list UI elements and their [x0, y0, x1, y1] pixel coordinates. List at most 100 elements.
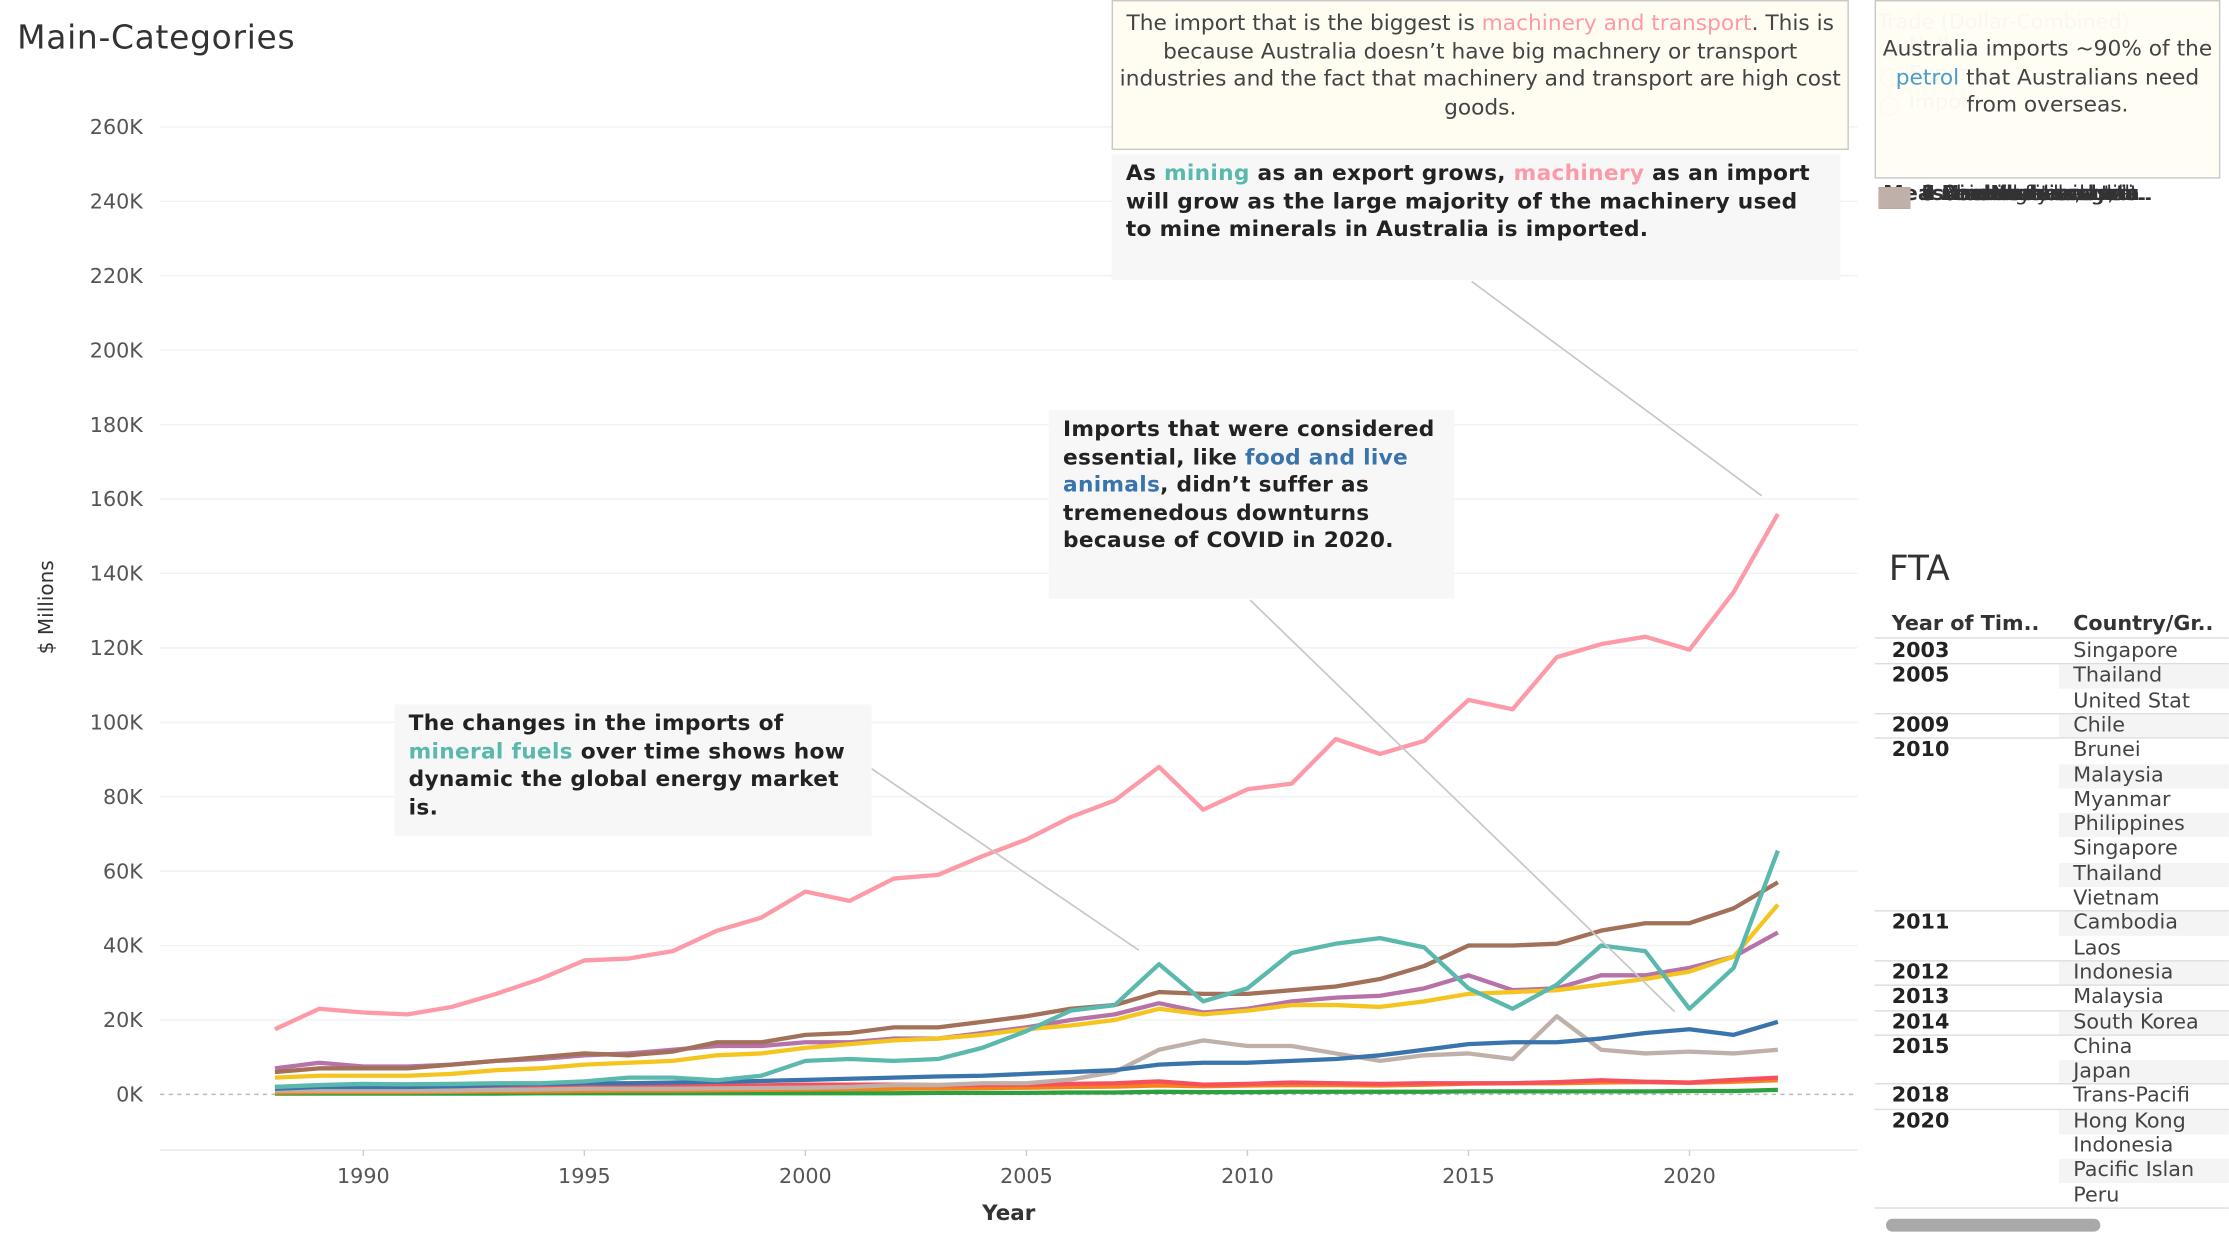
- series-line: [274, 849, 1780, 1090]
- annotation: Imports that were considered essential, …: [1048, 410, 1455, 599]
- annotation-text: as an export grows,: [1249, 160, 1514, 186]
- annotation-connector: [1249, 599, 1676, 1013]
- table-cell: 2018: [1891, 1085, 1950, 1108]
- annotation-text: as an: [1644, 160, 1727, 186]
- annotation: The changes in the imports of mineral fu…: [394, 704, 872, 836]
- y-tick-label: 180K: [90, 413, 145, 437]
- annotation-text: Australia imports ~90% of the: [1882, 35, 2213, 62]
- row-divider: [1874, 1207, 2229, 1209]
- y-tick-label: 260K: [90, 115, 145, 139]
- legend-label: 1 Beverages and tob..: [1921, 182, 2151, 206]
- y-tick-label: 80K: [103, 785, 144, 809]
- legend-label: 8 Miscellaneous man..: [1921, 182, 2153, 206]
- y-tick-label: 220K: [90, 264, 145, 288]
- row-divider: [1874, 1083, 2229, 1086]
- row-divider: [1874, 1034, 2229, 1036]
- y-tick-label: 140K: [90, 562, 145, 586]
- table-cell: 2009: [1891, 714, 1950, 738]
- table-cell: Hong Kong: [2058, 1109, 2229, 1135]
- legend-swatch: [1878, 187, 1911, 209]
- scrollbar[interactable]: [1886, 1218, 2101, 1232]
- table-cell: Myanmar: [2058, 788, 2229, 813]
- annotation-text: As: [1125, 160, 1165, 186]
- series-line: [274, 880, 1779, 1075]
- legend-label: 9 Commodities and t..: [1921, 182, 2152, 206]
- table-cell: China: [2058, 1035, 2229, 1060]
- table-cell: Brunei: [2058, 738, 2229, 764]
- legend-label: 4 Animal and vegeta..: [1921, 182, 2151, 206]
- y-tick-label: 240K: [90, 190, 145, 214]
- row-divider: [1874, 1009, 2229, 1011]
- series-line: [274, 512, 1780, 1032]
- series-line: [274, 930, 1779, 1071]
- fta-table: FTA Year of Tim.. Country/Gr.. 2003 Singa…: [1874, 543, 2229, 1233]
- annotation: As mining as an export grows, machinery …: [1111, 154, 1841, 281]
- annotation-text: , didn’t suffer as tremenedous downturns…: [1063, 471, 1394, 554]
- y-tick-label: 100K: [90, 710, 145, 734]
- table-cell: 2015: [1891, 1035, 1950, 1059]
- table-cell: Philippines: [2058, 813, 2229, 838]
- annotation-text: mineral fuels: [408, 738, 573, 764]
- legend-label: 5 Chemicals and rela..: [1921, 182, 2154, 206]
- annotation-connector: [1471, 280, 1763, 497]
- y-tick-label: 60K: [103, 859, 144, 883]
- legend-title: Measure Names: [1883, 182, 2070, 206]
- table-cell: 2005: [1891, 664, 1950, 688]
- annotation-text: machinery and transport: [1481, 10, 1752, 36]
- table-cell: Malaysia: [2058, 986, 2229, 1011]
- annotation-text: The changes in the imports of: [408, 710, 784, 736]
- y-tick-label: 120K: [90, 636, 145, 660]
- annotation-text: mining: [1164, 160, 1250, 186]
- row-divider: [1874, 737, 2229, 739]
- annotation-text: will grow as the large majority of the m…: [1125, 188, 1798, 242]
- row-divider: [1874, 663, 2229, 665]
- table-cell: South Korea: [2058, 1010, 2229, 1036]
- table-cell: Singapore: [2058, 837, 2229, 863]
- annotation-text: food and live animals: [1063, 443, 1409, 498]
- legend-label: 0 Food and live anim..: [1921, 182, 2152, 206]
- dashboard-title: Main-Categories: [17, 20, 296, 58]
- y-tick-label: 0K: [116, 1083, 144, 1107]
- annotation-text: petrol: [1895, 63, 1960, 90]
- table-cell: 2011: [1891, 911, 1950, 935]
- row-divider: [1874, 1108, 2229, 1110]
- row-divider: [1874, 959, 2229, 962]
- y-tick-label: 200K: [90, 338, 145, 362]
- table-cell: Cambodia: [2058, 911, 2229, 937]
- table-cell: 2020: [1891, 1109, 1950, 1133]
- x-axis-title: Year: [981, 1201, 1036, 1226]
- x-tick-label: 1995: [558, 1164, 611, 1188]
- line-chart: Year $ Millions 0K 20K 40K 60K 80K 100K 120K 14…: [34, 115, 1858, 1226]
- annotation-text: . This is because Australia doesn’t have…: [1119, 10, 1841, 120]
- row-divider: [1874, 637, 2229, 639]
- table-cell: Vietnam: [2058, 887, 2229, 912]
- annotation-text: over time shows how dynamic the global e…: [408, 738, 846, 820]
- column-header: Year of Tim..: [1891, 612, 2040, 636]
- series-line: [274, 1014, 1779, 1093]
- row-divider: [1874, 712, 2229, 715]
- table-cell: United Stat: [2058, 689, 2229, 714]
- annotation-text: machinery: [1513, 160, 1645, 186]
- table-cell: Singapore: [2058, 640, 2229, 665]
- annotation: The import that is the biggest is machin…: [1111, 0, 1849, 151]
- table-cell: Malaysia: [2058, 763, 2229, 788]
- annotation-text: import: [1726, 160, 1810, 186]
- table-cell: Thailand: [2058, 862, 2229, 887]
- legend-label: 3 Mineral fuels, lubri..: [1921, 182, 2147, 206]
- table-cell: 2003: [1891, 640, 1950, 663]
- annotation-text: that Australians need from overseas.: [1959, 63, 2200, 118]
- annotation-text: The import that is the biggest is: [1126, 10, 1482, 36]
- table-cell: 2014: [1891, 1010, 1950, 1034]
- row-divider: [1874, 910, 2229, 912]
- x-tick-label: 2015: [1442, 1164, 1495, 1188]
- table-cell: Peru: [2058, 1183, 2229, 1209]
- table-cell: Indonesia: [2058, 1134, 2229, 1159]
- legend-label: 2 Crude materials, in..: [1921, 182, 2153, 206]
- x-tick-label: 2000: [779, 1164, 832, 1188]
- x-tick-label: 2005: [1000, 1164, 1053, 1188]
- annotation-connector: [871, 767, 1140, 951]
- table-cell: Chile: [2058, 714, 2229, 739]
- table-cell: 2010: [1891, 738, 1950, 762]
- y-tick-label: 40K: [103, 934, 144, 958]
